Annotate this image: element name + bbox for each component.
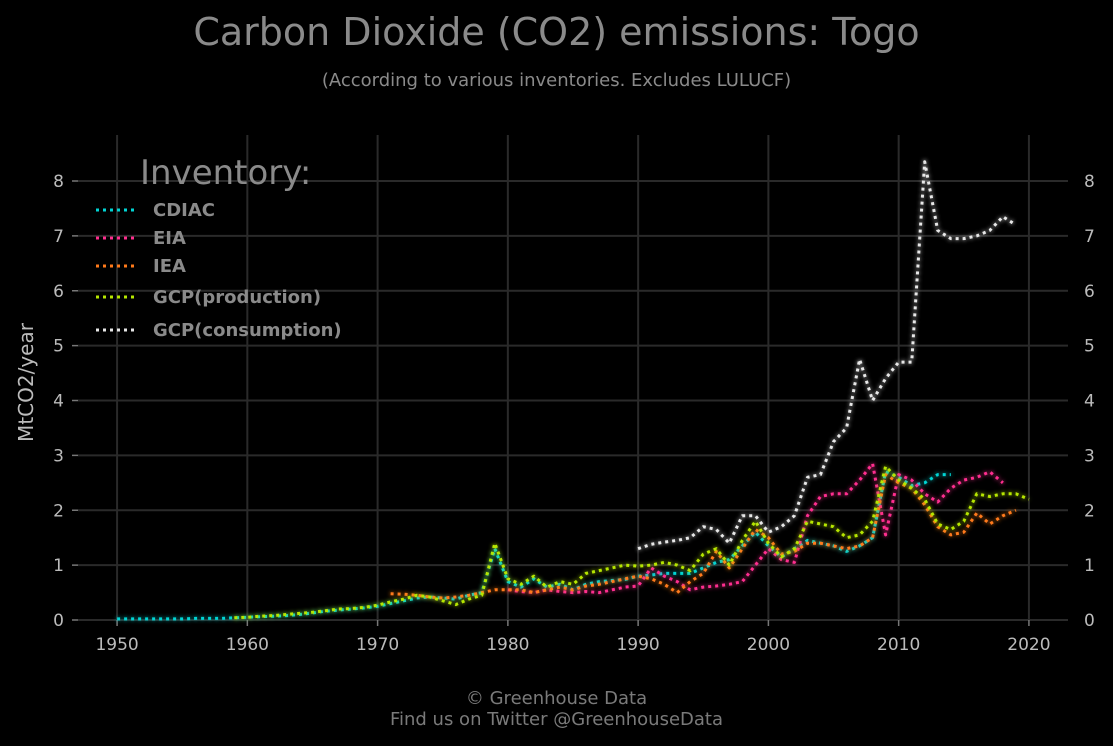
legend: Inventory: CDIAC EIA IEA GCP(production) GCP(… bbox=[96, 153, 342, 341]
y-tick-label-right: 5 bbox=[1084, 337, 1095, 357]
y-axis-label: MtCO2/year bbox=[14, 322, 38, 442]
legend-label: GCP(consumption) bbox=[153, 320, 342, 341]
y-tick-label: 8 bbox=[53, 172, 64, 192]
y-tick-label: 7 bbox=[53, 227, 64, 247]
series-layer bbox=[117, 160, 1030, 621]
y-tick-label: 5 bbox=[53, 337, 64, 357]
x-tick-label: 2020 bbox=[1007, 635, 1050, 655]
legend-label: IEA bbox=[153, 256, 186, 277]
legend-label: EIA bbox=[153, 228, 186, 249]
y-tick-label: 4 bbox=[53, 392, 64, 412]
y-tick-label-right: 3 bbox=[1084, 446, 1095, 466]
twitter-text: Find us on Twitter @GreenhouseData bbox=[389, 709, 724, 730]
x-tick-label: 1950 bbox=[95, 635, 138, 655]
legend-title: Inventory: bbox=[140, 153, 311, 193]
series-line-cdiac bbox=[117, 470, 951, 621]
series-line-gcp-production- bbox=[234, 464, 1030, 620]
y-tick-label-right: 1 bbox=[1084, 556, 1095, 576]
y-tick-label-right: 4 bbox=[1084, 392, 1095, 412]
grid bbox=[78, 135, 1068, 621]
chart-title: Carbon Dioxide (CO2) emissions: Togo bbox=[193, 10, 920, 54]
y-tick-label-right: 7 bbox=[1084, 227, 1095, 247]
series-line-gcp-consumption- bbox=[637, 160, 1017, 551]
y-tick-label: 2 bbox=[53, 501, 64, 521]
y-tick-label-right: 2 bbox=[1084, 501, 1095, 521]
series-line-eia bbox=[507, 462, 1004, 595]
axes: 1950 1960 1970 1980 1990 2000 2010 2020 0 0 1 1 2 2 3 3… bbox=[14, 172, 1095, 655]
y-tick-label-right: 0 bbox=[1084, 611, 1095, 631]
y-tick-label: 3 bbox=[53, 446, 64, 466]
x-tick-label: 1980 bbox=[486, 635, 529, 655]
x-tick-label: 1970 bbox=[356, 635, 399, 655]
legend-label: GCP(production) bbox=[153, 287, 321, 308]
y-tick-label: 6 bbox=[53, 282, 64, 302]
chart-subtitle: (According to various inventories. Exclu… bbox=[321, 70, 792, 91]
y-tick-label: 1 bbox=[53, 556, 64, 576]
y-tick-label-right: 6 bbox=[1084, 282, 1095, 302]
x-tick-label: 1960 bbox=[226, 635, 269, 655]
x-tick-label: 2010 bbox=[877, 635, 920, 655]
x-tick-label: 2000 bbox=[747, 635, 790, 655]
y-tick-label-right: 8 bbox=[1084, 172, 1095, 192]
legend-label: CDIAC bbox=[153, 200, 215, 221]
y-tick-label: 0 bbox=[53, 611, 64, 631]
copyright-text: © Greenhouse Data bbox=[465, 688, 648, 709]
x-tick-label: 1990 bbox=[616, 635, 659, 655]
